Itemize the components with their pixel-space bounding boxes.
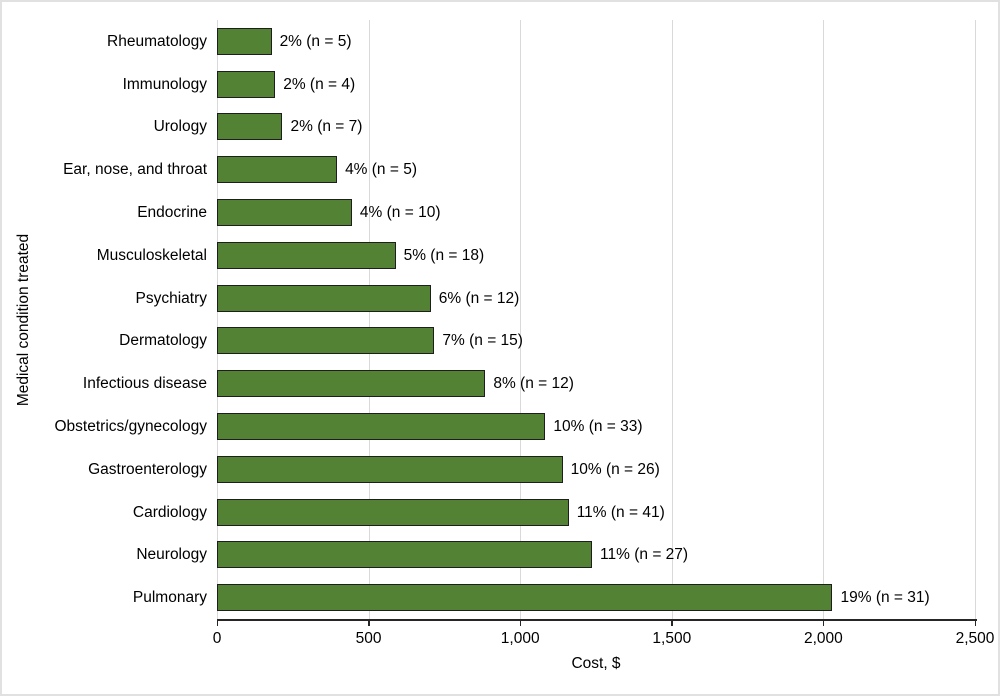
x-tick-mark-1,000 (519, 620, 522, 626)
x-tick-mark-2,500 (974, 620, 976, 626)
gridline-0 (217, 20, 218, 619)
x-tick-mark-1,500 (671, 620, 673, 626)
bar-value-label: 10% (n = 26) (570, 460, 660, 478)
x-tick-label: 2,500 (955, 630, 995, 647)
bar-value-label: 2% (n = 7) (290, 118, 363, 136)
category-label: Infectious disease (82, 375, 207, 393)
bar-value-label: 8% (n = 12) (493, 375, 574, 393)
category-label: Psychiatry (135, 289, 208, 307)
bar-endocrine (217, 199, 352, 227)
x-tick-mark-0 (216, 620, 218, 626)
gridline-2,500 (975, 20, 976, 619)
category-label: Immunology (122, 75, 207, 93)
bar-ear-nose-and-throat (217, 156, 338, 184)
bar-immunology (217, 70, 276, 98)
bar-value-label: 11% (n = 41) (576, 503, 665, 521)
bar-neurology (217, 541, 593, 569)
bar-psychiatry (217, 284, 431, 312)
bar-gastroenterology (217, 455, 563, 483)
bar-musculoskeletal (217, 241, 396, 269)
x-tick-label: 0 (212, 630, 222, 647)
category-label: Pulmonary (132, 589, 207, 607)
category-label: Endocrine (137, 204, 207, 222)
bar-urology (217, 113, 283, 141)
x-tick-label: 2,000 (803, 630, 843, 647)
x-tick-label: 1,500 (652, 630, 692, 647)
bar-value-label: 11% (n = 27) (600, 546, 689, 564)
category-label: Gastroenterology (88, 460, 207, 478)
x-axis-title: Cost, $ (571, 655, 621, 672)
x-tick-label: 1,000 (500, 630, 540, 647)
bar-value-label: 2% (n = 4) (283, 75, 356, 93)
category-label: Neurology (136, 546, 207, 564)
x-tick-mark-500 (368, 620, 370, 626)
gridline-1,000 (520, 20, 522, 619)
x-axis-line (217, 619, 977, 621)
x-tick-mark-2,000 (822, 620, 825, 626)
x-tick-label: 500 (355, 630, 382, 647)
gridline-500 (368, 20, 370, 619)
bar-rheumatology (217, 27, 272, 55)
category-label: Urology (153, 118, 207, 136)
bar-value-label: 2% (n = 5) (279, 32, 352, 50)
bar-obstetrics-gynecology (217, 412, 546, 440)
category-label: Cardiology (132, 503, 207, 521)
bar-value-label: 4% (n = 10) (359, 204, 441, 222)
category-label: Musculoskeletal (96, 246, 207, 264)
bar-infectious-disease (217, 370, 486, 398)
category-label: Rheumatology (107, 32, 207, 50)
category-label: Dermatology (119, 332, 207, 350)
bar-value-label: 19% (n = 31) (840, 589, 930, 607)
bar-value-label: 4% (n = 5) (345, 161, 417, 179)
bar-value-label: 5% (n = 18) (403, 246, 485, 264)
category-label: Obstetrics/gynecology (54, 417, 208, 435)
bar-cardiology (217, 498, 569, 526)
bar-value-label: 7% (n = 15) (442, 332, 523, 350)
bar-value-label: 6% (n = 12) (438, 289, 520, 307)
bar-value-label: 10% (n = 33) (553, 417, 643, 435)
bar-pulmonary (217, 584, 833, 612)
category-label: Ear, nose, and throat (63, 161, 207, 179)
gridline-1,500 (671, 20, 673, 619)
bar-dermatology (217, 327, 435, 355)
gridline-2,000 (823, 20, 825, 619)
